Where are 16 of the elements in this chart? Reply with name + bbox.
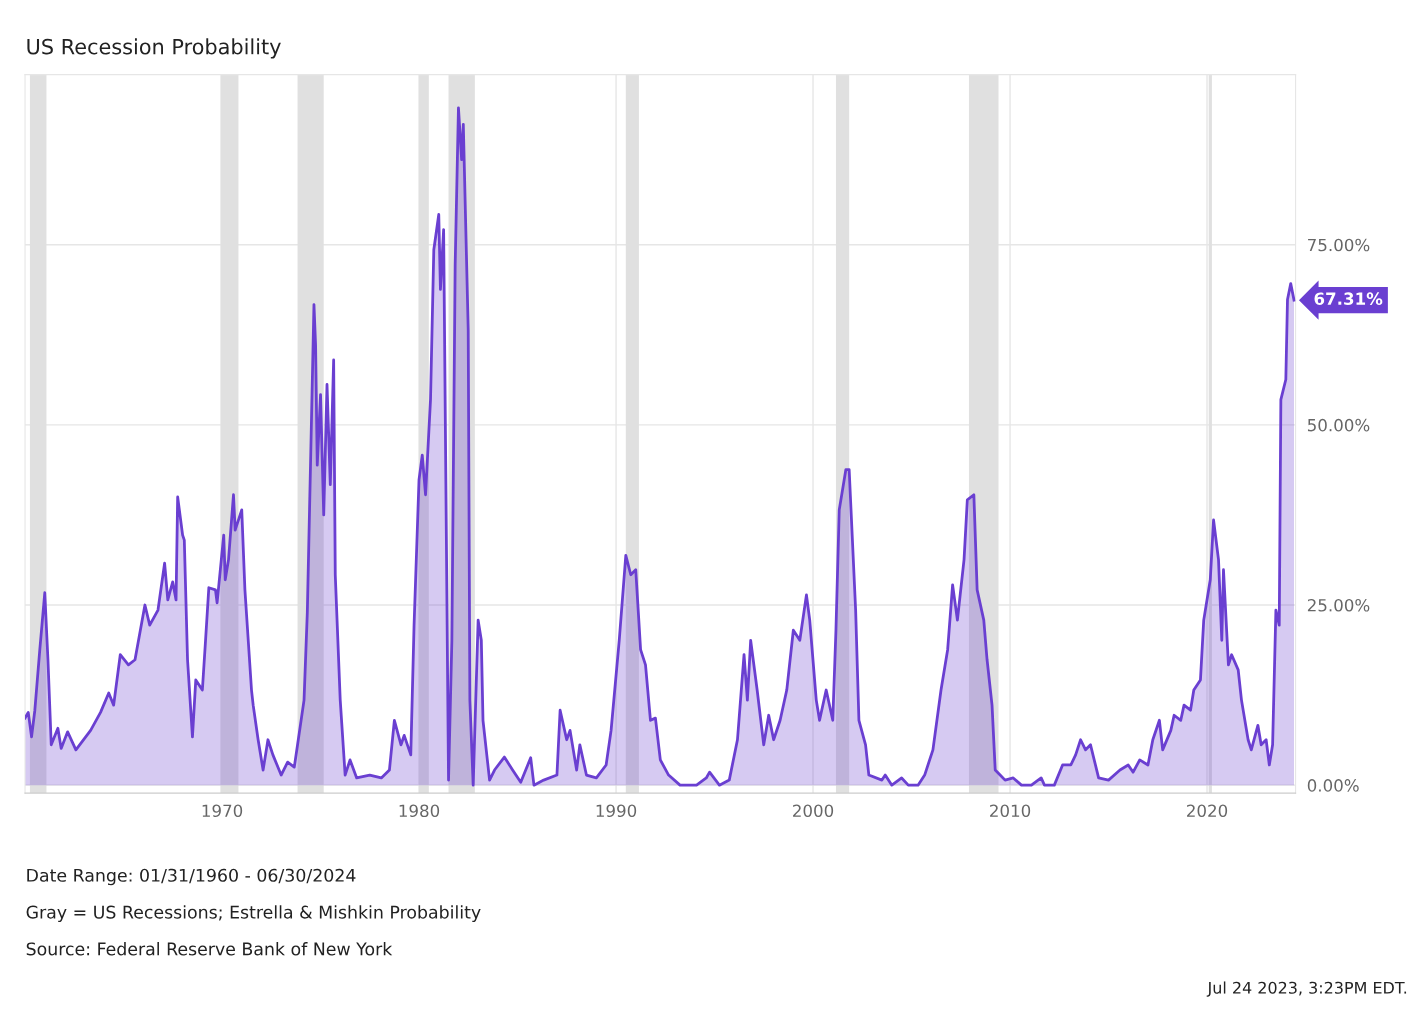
x-tick-label: 1970 bbox=[202, 804, 243, 818]
y-tick-label: 50.00% bbox=[1307, 418, 1370, 432]
x-tick-label: 2000 bbox=[793, 804, 834, 818]
x-tick-label: 2010 bbox=[990, 804, 1031, 818]
x-tick-label: 1980 bbox=[399, 804, 440, 818]
text: Gray = US Recessions; Estrella & Mishkin Probability bbox=[26, 905, 481, 923]
y-tick-label: 25.00% bbox=[1307, 598, 1370, 612]
source-note: Source: Federal Reserve Bank of New York bbox=[26, 942, 393, 956]
y-tick-label: 75.00% bbox=[1308, 238, 1370, 252]
x-tick-label: 2020 bbox=[1187, 804, 1228, 818]
x-tick-label: 1990 bbox=[596, 804, 637, 818]
chart-title: US Recession Probability bbox=[27, 38, 281, 59]
y-tick-label: 0.00% bbox=[1307, 779, 1359, 792]
annotation: 67.31% bbox=[1314, 292, 1383, 305]
text: Jul 24 2023, 3:23PM EDT. bbox=[1206, 981, 1407, 997]
text: Date Range: 01/31/1960 - 06/30/2024 bbox=[27, 868, 356, 886]
